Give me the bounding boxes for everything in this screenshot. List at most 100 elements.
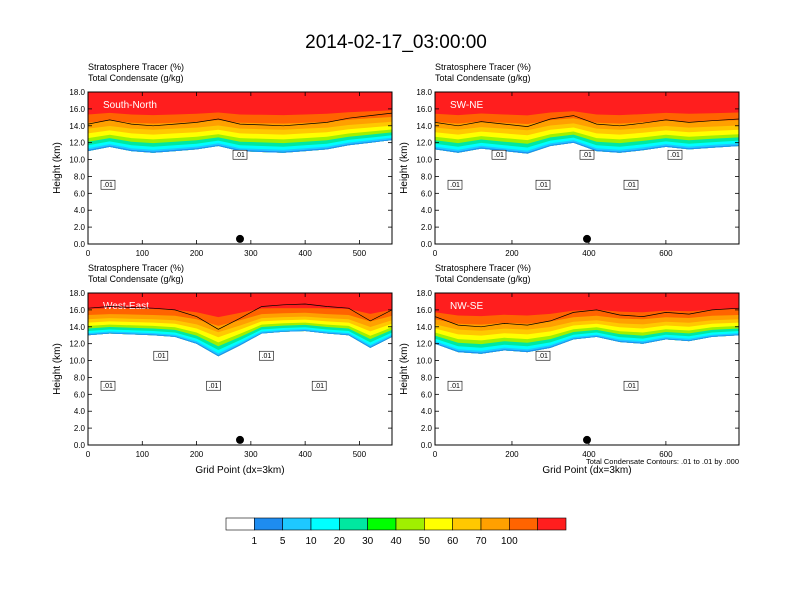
y-tick-label: 14.0 — [69, 122, 85, 131]
y-tick-label: 16.0 — [416, 105, 432, 114]
x-axis-label: Grid Point (dx=3km) — [195, 465, 284, 476]
x-axis-label: Grid Point (dx=3km) — [542, 465, 631, 476]
condensate-contour — [435, 115, 739, 127]
y-tick-label: 0.0 — [74, 240, 86, 249]
panel-title-line1: Stratosphere Tracer (%) — [435, 263, 531, 273]
condensate-contour — [88, 112, 392, 127]
contour-label: .01 — [450, 383, 460, 390]
contour-label: .01 — [262, 353, 272, 360]
y-tick-label: 6.0 — [421, 189, 433, 198]
y-tick-label: 6.0 — [421, 390, 433, 399]
contour-label-box — [623, 179, 639, 190]
x-tick-label: 400 — [298, 249, 312, 258]
contour-label: .01 — [582, 152, 592, 159]
contour-group — [88, 112, 392, 127]
location-marker — [583, 435, 591, 444]
y-axis-label: Height (km) — [399, 343, 410, 395]
contour-group — [435, 115, 739, 127]
tracer-band-2 — [88, 137, 392, 153]
y-tick-label: 14.0 — [416, 122, 432, 131]
colorbar-box — [452, 517, 482, 531]
contour-label-box — [311, 380, 327, 391]
y-tick-label: 16.0 — [69, 306, 85, 315]
contour-label: .01 — [538, 182, 548, 189]
contour-label: .01 — [494, 152, 504, 159]
colorbar-box — [282, 517, 312, 531]
tracer-band-top — [88, 293, 392, 309]
colorbar-label: 5 — [280, 536, 286, 547]
tracer-band-1 — [435, 141, 739, 154]
y-tick-label: 6.0 — [74, 189, 86, 198]
plot-frame — [434, 91, 740, 245]
panel-title-line1: Stratosphere Tracer (%) — [435, 62, 531, 72]
contour-label: .01 — [626, 383, 636, 390]
panel-west-east: 0.0 2.0 4.0 6.0 8.0 10.0 12.0 14.0 16.0 18.0 0 100 2… — [52, 263, 393, 476]
y-tick-label: 12.0 — [416, 139, 432, 148]
x-tick-label: 200 — [505, 450, 519, 459]
y-tick-label: 4.0 — [74, 206, 86, 215]
y-tick-label: 16.0 — [69, 105, 85, 114]
colorbar-label: 10 — [305, 536, 317, 547]
x-tick-label: 200 — [190, 450, 204, 459]
contour-label-box — [206, 380, 221, 391]
y-tick-label: 8.0 — [74, 373, 86, 382]
x-tick-label: 200 — [190, 249, 204, 258]
panel-title-line1: Stratosphere Tracer (%) — [88, 263, 184, 273]
panel-label: SW-NE — [450, 100, 483, 111]
contour-label-box — [232, 149, 248, 160]
contour-label: .01 — [314, 383, 324, 390]
colorbar-box — [254, 517, 283, 531]
x-tick-label: 0 — [86, 450, 91, 459]
contour-label-box — [100, 380, 116, 391]
y-tick-label: 4.0 — [421, 407, 433, 416]
location-marker — [236, 234, 244, 243]
panel-label: West-East — [103, 301, 149, 312]
colorbar-box — [509, 517, 538, 531]
colorbar-label: 20 — [334, 536, 346, 547]
colorbar-box — [225, 517, 255, 531]
panel-south-north: 0.0 2.0 4.0 6.0 8.0 10.0 12.0 14.0 16.0 18.0 0 100 2… — [52, 62, 393, 258]
tracer-band-1 — [88, 139, 392, 153]
location-marker — [236, 435, 244, 444]
y-tick-label: 18.0 — [416, 88, 432, 97]
tracer-band-2 — [435, 333, 739, 354]
contour-label: .01 — [156, 353, 166, 360]
condensate-contour — [88, 303, 392, 330]
contour-label: .01 — [450, 182, 460, 189]
y-tick-label: 10.0 — [416, 156, 432, 165]
y-tick-label: 0.0 — [421, 441, 433, 450]
contour-label-box — [491, 149, 507, 160]
y-tick-label: 18.0 — [416, 289, 432, 298]
panel-title-line1: Stratosphere Tracer (%) — [88, 62, 184, 72]
colorbar-box — [339, 517, 368, 531]
y-tick-label: 14.0 — [69, 323, 85, 332]
colorbar-label: 30 — [362, 536, 374, 547]
colorbar-box — [367, 517, 397, 531]
x-tick-label: 100 — [136, 249, 150, 258]
y-tick-label: 12.0 — [416, 340, 432, 349]
panel-title-line2: Total Condensate (g/kg) — [435, 274, 531, 284]
x-tick-label: 400 — [582, 450, 596, 459]
panel-title-line2: Total Condensate (g/kg) — [88, 73, 184, 83]
y-tick-label: 10.0 — [416, 357, 432, 366]
colorbar-box — [537, 517, 567, 531]
colorbar-label: 40 — [390, 536, 402, 547]
x-tick-label: 600 — [659, 249, 673, 258]
panel-title-line2: Total Condensate (g/kg) — [88, 274, 184, 284]
y-tick-label: 8.0 — [74, 172, 86, 181]
y-tick-label: 0.0 — [74, 441, 86, 450]
y-tick-label: 10.0 — [69, 357, 85, 366]
y-tick-label: 2.0 — [74, 424, 86, 433]
colorbar-box — [424, 517, 453, 531]
colorbar-box — [480, 517, 510, 531]
y-tick-label: 2.0 — [421, 223, 433, 232]
y-tick-label: 10.0 — [69, 156, 85, 165]
contour-label: .01 — [626, 182, 636, 189]
y-tick-label: 2.0 — [74, 223, 86, 232]
tracer-band-top — [88, 92, 392, 108]
panel-fill — [435, 92, 739, 244]
contour-label-box — [447, 380, 463, 391]
x-tick-label: 400 — [582, 249, 596, 258]
contour-label: .01 — [670, 152, 680, 159]
